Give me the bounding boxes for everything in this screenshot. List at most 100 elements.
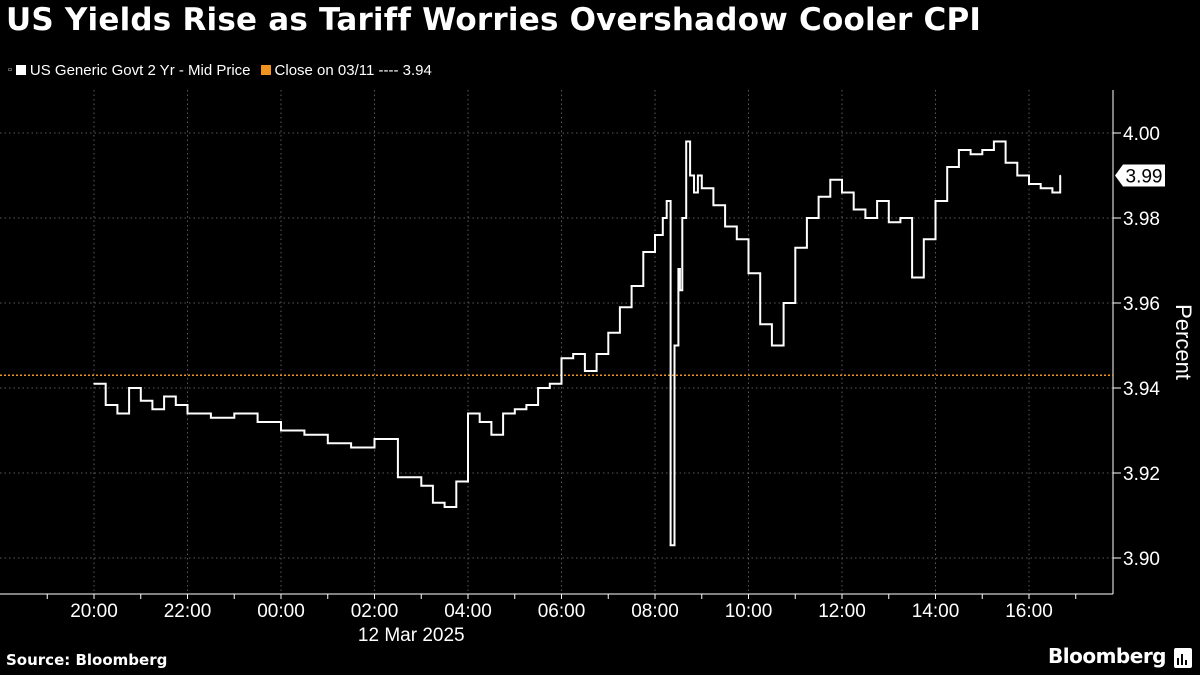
data-point <box>607 332 610 334</box>
data-point <box>1039 187 1042 189</box>
chart-title: US Yields Rise as Tariff Worries Oversha… <box>6 2 982 38</box>
data-point <box>697 174 699 177</box>
x-tick-label: 04:00 <box>444 601 492 622</box>
data-point <box>210 417 212 419</box>
data-point <box>1016 174 1019 177</box>
data-point <box>923 238 925 240</box>
data-point <box>256 421 259 423</box>
series-line-us-2yr <box>94 140 1062 547</box>
data-point <box>467 412 469 415</box>
data-point <box>724 225 726 228</box>
y-tick-label: 3.98 <box>1123 209 1160 230</box>
data-point <box>1059 174 1061 177</box>
y-tick-label: 4.00 <box>1123 124 1160 145</box>
legend-item-reference: Close on 03/11 ---- 3.94 <box>260 61 432 79</box>
data-point <box>679 289 681 292</box>
data-point <box>560 357 563 360</box>
x-tick-label: 16:00 <box>1005 601 1053 622</box>
data-point <box>572 353 574 355</box>
data-point <box>829 179 832 181</box>
data-point <box>549 383 551 385</box>
data-point <box>128 387 130 389</box>
x-tick-label: 14:00 <box>912 601 960 622</box>
data-point <box>163 395 165 398</box>
data-point <box>981 149 984 151</box>
data-point <box>175 404 177 406</box>
data-point <box>747 272 750 275</box>
data-point <box>280 429 282 432</box>
data-point <box>595 353 598 355</box>
last-value-label: 3.99 <box>1126 167 1163 188</box>
chart-legend: ▫ US Generic Govt 2 Yr - Mid Price Close… <box>8 61 432 79</box>
data-point <box>689 174 691 177</box>
y-tick-label: 3.96 <box>1123 294 1160 315</box>
data-point <box>327 442 329 445</box>
data-point <box>420 485 423 487</box>
data-point <box>140 400 142 402</box>
data-point <box>525 404 528 406</box>
data-point <box>677 268 680 270</box>
x-tick-label: 08:00 <box>631 601 679 622</box>
data-point <box>888 221 890 223</box>
data-point <box>681 217 684 219</box>
data-point <box>665 200 668 202</box>
data-point <box>619 306 621 309</box>
last-value-tag <box>1115 164 1165 187</box>
brand-name: Bloomberg <box>1048 644 1166 668</box>
data-point <box>864 217 867 219</box>
data-point <box>397 476 399 479</box>
legend-swatch-reference <box>260 65 271 75</box>
data-point <box>373 438 376 440</box>
data-point <box>93 383 95 385</box>
data-point <box>642 251 645 253</box>
data-point <box>993 140 995 143</box>
data-point <box>673 344 676 347</box>
data-point <box>537 387 539 389</box>
data-point <box>817 196 820 198</box>
data-point <box>186 412 189 415</box>
y-tick-label: 3.90 <box>1123 549 1160 570</box>
data-point <box>693 191 695 194</box>
data-point <box>852 208 855 211</box>
data-point <box>630 285 633 287</box>
data-point <box>104 404 107 406</box>
data-point <box>946 166 948 168</box>
data-point <box>899 217 902 219</box>
data-point <box>654 234 656 236</box>
data-point <box>934 200 937 202</box>
data-point <box>233 412 236 415</box>
data-point <box>455 480 458 483</box>
data-point <box>958 149 960 151</box>
x-tick-label: 02:00 <box>351 601 399 622</box>
data-point <box>116 412 119 415</box>
data-point <box>806 217 808 219</box>
source-note: Source: Bloomberg <box>6 651 168 669</box>
data-point <box>490 434 493 436</box>
x-tick-label: 20:00 <box>70 601 118 622</box>
y-tick-label: 3.94 <box>1123 379 1160 400</box>
data-point <box>794 247 797 249</box>
data-point <box>685 140 687 143</box>
y-tick-label: 3.92 <box>1123 464 1160 485</box>
legend-swatch-series <box>15 65 26 75</box>
data-point <box>303 434 306 436</box>
data-point <box>151 408 154 411</box>
legend-reference-label: Close on 03/11 ---- 3.94 <box>274 61 432 79</box>
data-point <box>478 421 481 423</box>
data-point <box>712 204 715 206</box>
data-point <box>911 276 913 279</box>
legend-item-series: ▫ US Generic Govt 2 Yr - Mid Price <box>8 62 251 79</box>
bloomberg-logo-icon <box>1174 648 1192 668</box>
data-point <box>502 412 504 415</box>
x-tick-label: 10:00 <box>725 601 773 622</box>
data-point <box>1051 191 1054 194</box>
legend-marker-icon: ▫ <box>8 64 12 76</box>
data-point <box>876 200 878 202</box>
x-tick-label: 22:00 <box>164 601 212 622</box>
data-point <box>432 502 434 504</box>
data-point <box>701 187 703 189</box>
data-point <box>350 446 352 449</box>
data-point <box>514 408 516 411</box>
data-point <box>841 191 843 194</box>
